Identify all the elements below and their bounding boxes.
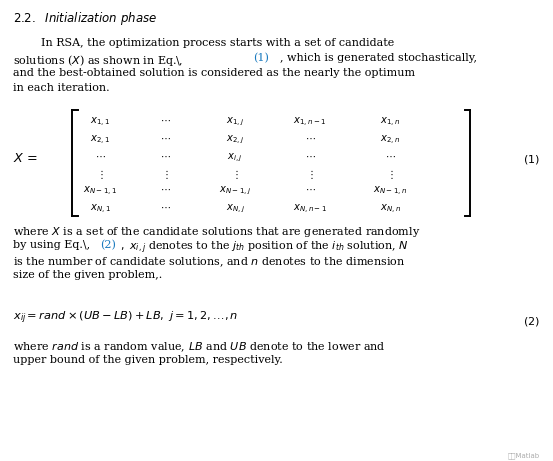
Text: $x_{1,1}$: $x_{1,1}$	[90, 116, 110, 129]
Text: $x_{ij} = \mathit{rand} \times (\mathit{UB} - \mathit{LB}) + \mathit{LB},\ j = 1: $x_{ij} = \mathit{rand} \times (\mathit{…	[13, 310, 238, 326]
Text: $\cdots$: $\cdots$	[160, 134, 170, 143]
Text: $,\ x_{i,j}$ denotes to the $j_{th}$ position of the $i_{th}$ solution, $\mathit: $,\ x_{i,j}$ denotes to the $j_{th}$ pos…	[120, 240, 409, 256]
Text: $x_{N-1,j}$: $x_{N-1,j}$	[219, 185, 251, 197]
Text: $\vdots$: $\vdots$	[161, 168, 169, 181]
Text: $X\,=$: $X\,=$	[13, 153, 38, 165]
Text: by using Eq.\,: by using Eq.\,	[13, 240, 90, 250]
Text: where $\mathit{rand}$ is a random value, $\mathit{LB}$ and $\mathit{UB}$ denote : where $\mathit{rand}$ is a random value,…	[13, 340, 385, 354]
Text: where $\mathit{X}$ is a set of the candidate solutions that are generated random: where $\mathit{X}$ is a set of the candi…	[13, 225, 420, 239]
Text: $x_{1,n}$: $x_{1,n}$	[380, 116, 400, 129]
Text: and the best-obtained solution is considered as the nearly the optimum: and the best-obtained solution is consid…	[13, 68, 415, 78]
Text: $x_{2,1}$: $x_{2,1}$	[90, 134, 110, 147]
Text: upper bound of the given problem, respectively.: upper bound of the given problem, respec…	[13, 355, 283, 365]
Text: $\cdots$: $\cdots$	[305, 152, 315, 161]
Text: $(1)$: $(1)$	[523, 153, 540, 165]
Text: $\vdots$: $\vdots$	[306, 168, 314, 181]
Text: $x_{N,n}$: $x_{N,n}$	[379, 203, 400, 216]
Text: $\cdots$: $\cdots$	[160, 185, 170, 194]
Text: $\vdots$: $\vdots$	[96, 168, 104, 181]
Text: $x_{1,j}$: $x_{1,j}$	[226, 116, 244, 129]
Text: $x_{N,1}$: $x_{N,1}$	[90, 203, 111, 216]
Text: In RSA, the optimization process starts with a set of candidate: In RSA, the optimization process starts …	[41, 38, 394, 48]
Text: $\cdots$: $\cdots$	[160, 116, 170, 125]
Text: $\mathit{2.2.\ \ Initialization\ phase}$: $\mathit{2.2.\ \ Initialization\ phase}$	[13, 10, 157, 27]
Text: (1): (1)	[253, 53, 269, 63]
Text: $\cdots$: $\cdots$	[305, 185, 315, 194]
Text: size of the given problem,.: size of the given problem,.	[13, 270, 162, 280]
Text: is the number of candidate solutions, and $\mathit{n}$ denotes to the dimension: is the number of candidate solutions, an…	[13, 255, 405, 269]
Text: $\cdots$: $\cdots$	[160, 203, 170, 212]
Text: $(2)$: $(2)$	[523, 315, 540, 328]
Text: $\vdots$: $\vdots$	[231, 168, 239, 181]
Text: solutions ($\mathit{X}$) as shown in Eq.\,: solutions ($\mathit{X}$) as shown in Eq.…	[13, 53, 183, 68]
Text: in each iteration.: in each iteration.	[13, 83, 109, 93]
Text: $\cdots$: $\cdots$	[305, 134, 315, 143]
Text: , which is generated stochastically,: , which is generated stochastically,	[280, 53, 477, 63]
Text: $\cdots$: $\cdots$	[384, 152, 395, 161]
Text: $x_{N,j}$: $x_{N,j}$	[226, 203, 244, 215]
Text: $x_{2,j}$: $x_{2,j}$	[226, 134, 244, 147]
Text: 天天Matlab: 天天Matlab	[508, 452, 540, 459]
Text: $\cdots$: $\cdots$	[160, 152, 170, 161]
Text: $x_{N,n-1}$: $x_{N,n-1}$	[293, 203, 327, 216]
Text: $\vdots$: $\vdots$	[386, 168, 394, 181]
Text: $x_{i,j}$: $x_{i,j}$	[227, 152, 243, 165]
Text: $x_{N-1,1}$: $x_{N-1,1}$	[83, 185, 117, 198]
Text: $x_{2,n}$: $x_{2,n}$	[380, 134, 400, 147]
Text: (2): (2)	[100, 240, 116, 250]
Text: $\cdots$: $\cdots$	[95, 152, 106, 161]
Text: $x_{1,n-1}$: $x_{1,n-1}$	[294, 116, 326, 129]
Text: $x_{N-1,n}$: $x_{N-1,n}$	[373, 185, 407, 198]
